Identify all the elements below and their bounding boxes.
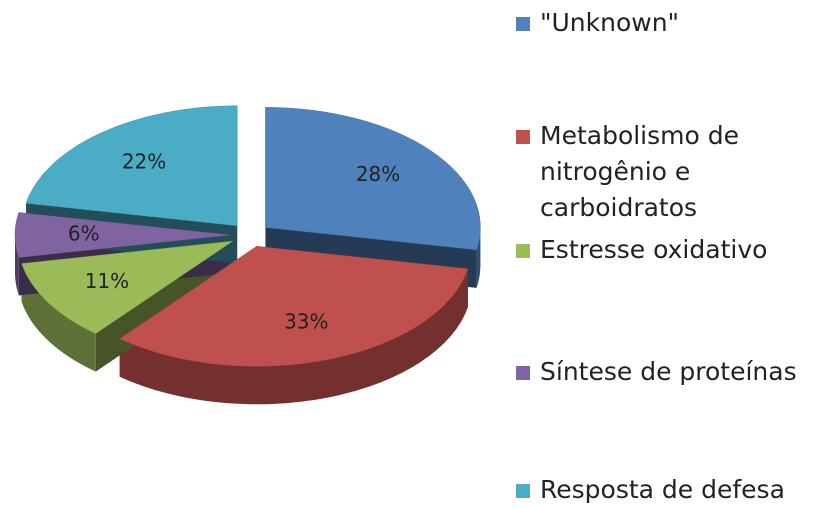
legend-swatch [516, 366, 530, 380]
legend-label: Síntese de proteínas [540, 357, 797, 386]
legend-item: "Unknown" [516, 5, 806, 41]
slice [21, 240, 233, 334]
legend-item: Metabolismo de nitrogênio e carboidratos [516, 118, 806, 226]
slice [25, 105, 238, 227]
legend-label: Estresse oxidativo [540, 235, 768, 264]
legend-swatch [516, 244, 530, 258]
legend-label: "Unknown" [540, 8, 680, 37]
legend-label: Metabolismo de nitrogênio e carboidratos [540, 121, 739, 222]
slice [265, 107, 481, 251]
legend-label: Resposta de defesa [540, 475, 785, 504]
slice [14, 212, 231, 258]
data-label: 28% [356, 162, 400, 186]
legend-swatch [516, 17, 530, 31]
data-label: 6% [68, 222, 100, 246]
data-label: 22% [122, 149, 166, 173]
legend-item: Resposta de defesa [516, 472, 806, 508]
legend-item: Síntese de proteínas [516, 354, 806, 390]
legend-swatch [516, 130, 530, 144]
legend-swatch [516, 484, 530, 498]
slice-wall [15, 235, 19, 296]
data-label: 33% [284, 310, 328, 334]
data-label: 11% [85, 269, 129, 293]
slice-wall [21, 263, 96, 372]
slice-wall [119, 268, 468, 405]
slice-wall [476, 227, 481, 288]
pie-area: 28% 33% 11% 6% 22% [14, 105, 481, 405]
legend-item: Estresse oxidativo [516, 232, 806, 268]
slice [119, 246, 469, 367]
